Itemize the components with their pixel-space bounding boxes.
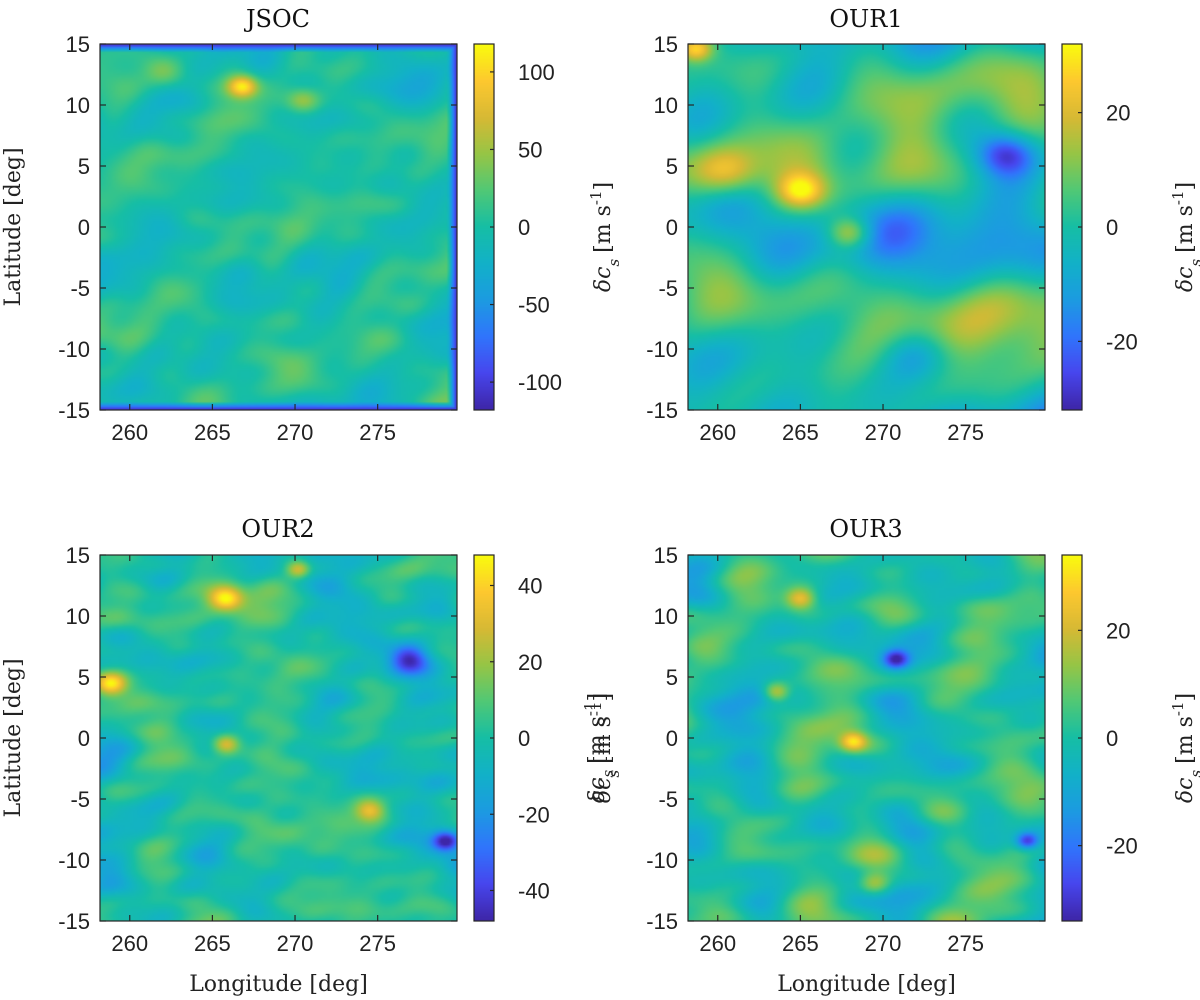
colorbar-tick-label: 100 <box>518 60 555 85</box>
panel-title: OUR3 <box>829 515 902 543</box>
colorbar-label: δcs[m s-1] <box>581 693 617 803</box>
y-tick-label: 0 <box>666 215 678 240</box>
heatmap-image <box>688 555 1045 921</box>
colorbar-tick-label: 20 <box>1106 101 1130 126</box>
colorbar-tick-label: 40 <box>518 574 542 599</box>
colorbar-label-left: δcs[m s-1] <box>587 693 623 803</box>
x-tick-label: 270 <box>865 931 902 956</box>
panel-our2: OUR2 260 265 270 275 15 10 5 0 -5 -10 -15 Latitude [… <box>1 515 617 997</box>
x-tick-label: 275 <box>947 931 984 956</box>
panel-title: OUR2 <box>241 515 314 543</box>
y-tick-label: 5 <box>78 154 90 179</box>
x-tick-label: 275 <box>359 931 396 956</box>
x-tick-label: 270 <box>277 420 314 445</box>
y-tick-label: 15 <box>66 543 90 568</box>
colorbar <box>1062 44 1082 410</box>
colorbar-tick-label: 20 <box>518 650 542 675</box>
x-tick-label: 260 <box>111 420 148 445</box>
x-tick-label: 275 <box>359 420 396 445</box>
x-tick-label: 270 <box>865 420 902 445</box>
x-axis-label: Longitude [deg] <box>777 972 956 997</box>
y-tick-label: 10 <box>654 93 678 118</box>
y-tick-label: 5 <box>666 154 678 179</box>
y-tick-label: -5 <box>658 276 678 301</box>
y-tick-label: 15 <box>654 543 678 568</box>
colorbar-tick-label: 0 <box>1106 726 1118 751</box>
colorbar <box>474 555 494 921</box>
colorbar-tick-label: 0 <box>518 726 530 751</box>
colorbar-tick-label: 0 <box>1106 215 1118 240</box>
colorbar-label: δcs[m s-1] <box>1169 182 1200 292</box>
y-tick-label: -15 <box>646 909 678 934</box>
x-tick-label: 270 <box>277 931 314 956</box>
y-tick-label: -10 <box>646 848 678 873</box>
colorbar-tick-label: 0 <box>518 215 530 240</box>
x-tick-label: 265 <box>194 420 231 445</box>
x-tick-label: 265 <box>194 931 231 956</box>
x-tick-label: 265 <box>782 420 819 445</box>
colorbar-label-left: δcs[m s-1] <box>587 182 623 292</box>
y-tick-label: 15 <box>654 32 678 57</box>
colorbar-label: δcs[m s-1] <box>1169 693 1200 803</box>
y-tick-label: -5 <box>70 787 90 812</box>
colorbar <box>474 44 494 410</box>
x-tick-label: 265 <box>782 931 819 956</box>
y-tick-label: -15 <box>58 909 90 934</box>
colorbar <box>1062 555 1082 921</box>
y-tick-label: 5 <box>78 665 90 690</box>
y-tick-label: 5 <box>666 665 678 690</box>
y-tick-label: -15 <box>58 398 90 423</box>
y-tick-label: 10 <box>66 93 90 118</box>
heatmap-image <box>688 44 1045 410</box>
colorbar-tick-label: -100 <box>518 370 562 395</box>
y-tick-label: 10 <box>654 604 678 629</box>
heatmap-image <box>100 555 457 921</box>
y-tick-label: -15 <box>646 398 678 423</box>
y-tick-label: 0 <box>78 215 90 240</box>
colorbar-tick-label: -20 <box>1106 834 1138 859</box>
panel-our3: OUR3 260 265 270 275 15 10 5 0 -5 -10 -15 Longitude … <box>646 515 1200 997</box>
panel-our1: OUR1 260 265 270 275 15 10 5 0 -5 -10 -15 20 0 -20 δcs[… <box>646 5 1200 445</box>
x-axis-label: Longitude [deg] <box>189 972 368 997</box>
heatmap-image <box>100 44 457 410</box>
y-tick-label: -10 <box>58 848 90 873</box>
x-tick-label: 260 <box>699 931 736 956</box>
colorbar-tick-label: -40 <box>518 879 550 904</box>
y-tick-label: 15 <box>66 32 90 57</box>
y-axis-label: Latitude [deg] <box>1 147 26 306</box>
y-axis-label: Latitude [deg] <box>1 658 26 817</box>
y-tick-label: -10 <box>646 337 678 362</box>
colorbar-tick-label: 20 <box>1106 618 1130 643</box>
y-tick-label: 0 <box>666 726 678 751</box>
colorbar-tick-label: -50 <box>518 293 550 318</box>
panel-title: OUR1 <box>829 5 902 33</box>
colorbar-tick-label: 50 <box>518 137 542 162</box>
panel-title: JSOC <box>243 5 310 33</box>
x-tick-label: 260 <box>111 931 148 956</box>
colorbar-tick-label: -20 <box>1106 329 1138 354</box>
x-tick-label: 275 <box>947 420 984 445</box>
y-tick-label: -10 <box>58 337 90 362</box>
y-tick-label: 0 <box>78 726 90 751</box>
colorbar-tick-label: -20 <box>518 802 550 827</box>
y-tick-label: -5 <box>658 787 678 812</box>
x-tick-label: 260 <box>699 420 736 445</box>
y-tick-label: -5 <box>70 276 90 301</box>
y-tick-label: 10 <box>66 604 90 629</box>
